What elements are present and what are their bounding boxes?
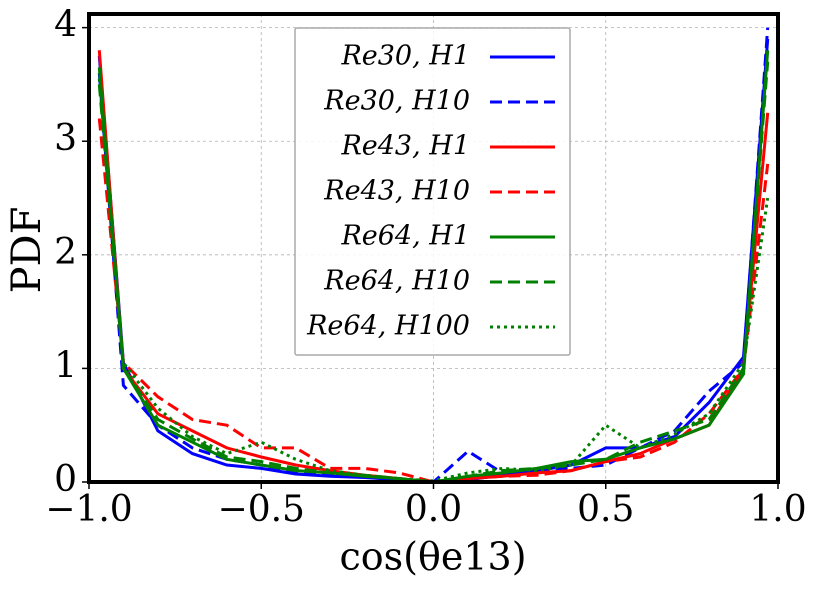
y-tick-label: 3 [54,118,77,159]
x-tick-label: 0.5 [577,489,634,530]
data-line [97,78,770,483]
legend-label: Re43, H10 [323,176,470,207]
y-tick-label: 4 [54,5,77,46]
plot-frame [87,12,780,484]
x-tick-label: 1.0 [749,489,806,530]
y-tick-label: 1 [54,345,77,386]
x-tick-label: 0.0 [405,489,462,530]
x-tick-label: −0.5 [218,489,305,530]
y-axis-label: PDF [4,207,50,294]
y-tick-label: 0 [54,459,77,500]
data-line [97,118,770,484]
x-tick-label: −1.0 [45,489,132,530]
legend-label: Re30, H10 [323,86,470,117]
legend-label: Re64, H1 [340,221,470,252]
legend-label: Re64, H100 [306,311,470,342]
x-axis-label: cos(θe13) [339,535,526,579]
legend-label: Re64, H10 [323,266,470,297]
legend-box [294,27,571,356]
legend-label: Re43, H1 [340,131,470,162]
y-tick-label: 2 [54,232,77,273]
legend-label: Re30, H1 [340,41,470,72]
